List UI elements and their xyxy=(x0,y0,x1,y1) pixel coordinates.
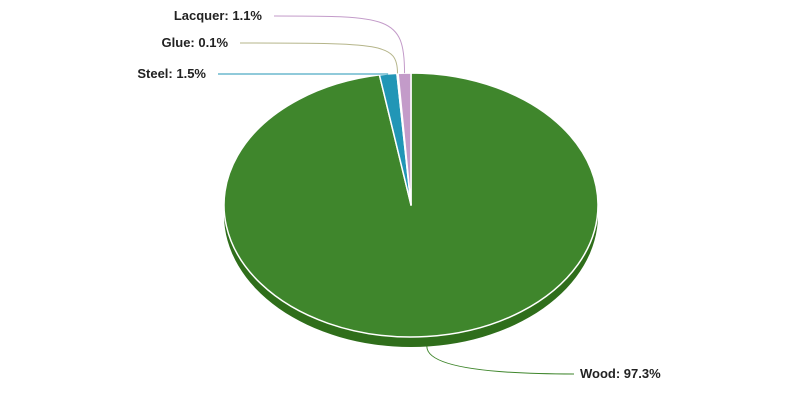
data-label-wood: Wood: 97.3% xyxy=(580,366,661,381)
connector-wood xyxy=(426,346,575,375)
label-layer: Wood: 97.3% Steel: 1.5% Glue: 0.1% Lacquer:… xyxy=(137,8,661,381)
data-label-lacquer: Lacquer: 1.1% xyxy=(174,8,263,23)
connector-layer xyxy=(217,15,575,375)
data-label-steel: Steel: 1.5% xyxy=(137,66,206,81)
connector-glue xyxy=(239,42,398,74)
connector-lacquer xyxy=(273,15,406,74)
data-label-glue: Glue: 0.1% xyxy=(162,35,229,50)
pie-slice-layer xyxy=(223,72,599,338)
